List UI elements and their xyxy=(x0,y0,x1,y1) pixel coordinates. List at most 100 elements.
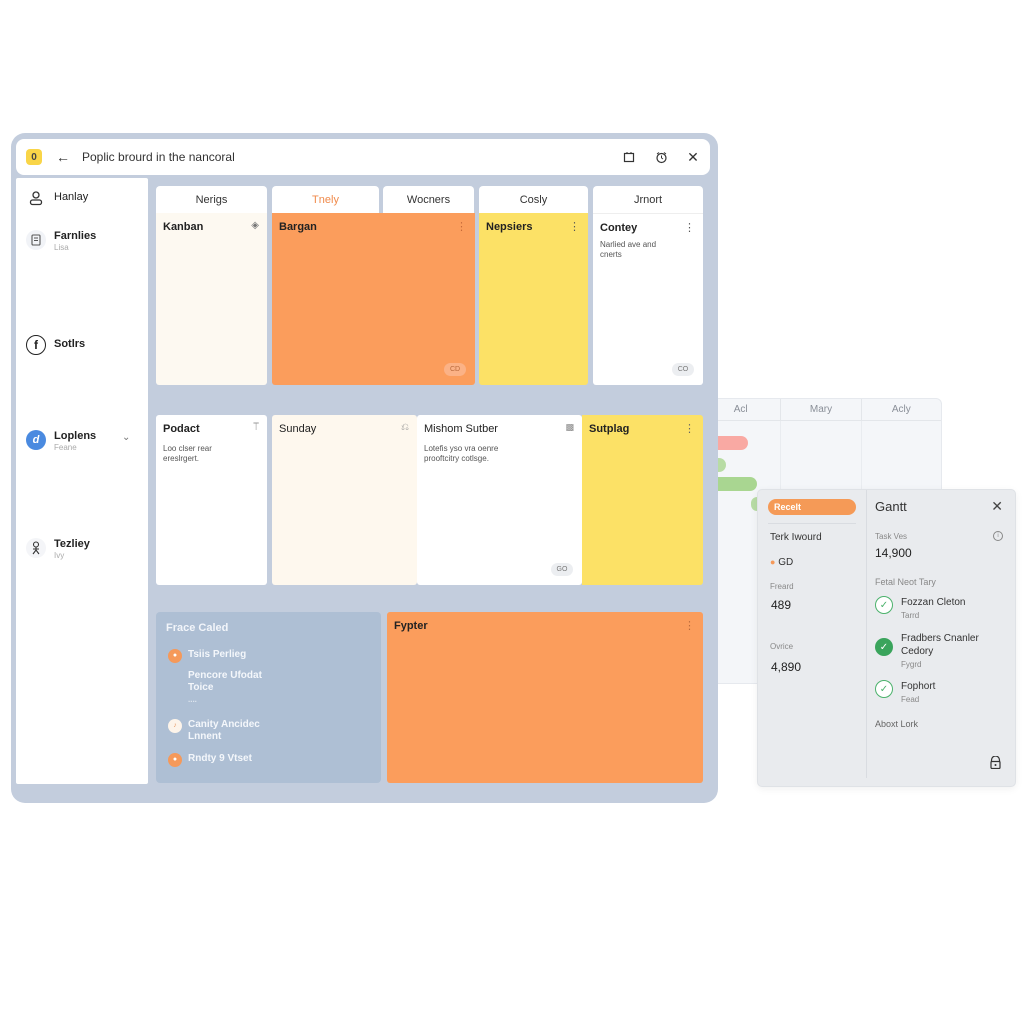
card-title: Nepsiers xyxy=(486,221,533,233)
more-icon[interactable]: ⋮ xyxy=(456,221,467,233)
check-filled-icon[interactable]: ✓ xyxy=(875,638,893,656)
section-title: Fetal Neot Tary xyxy=(875,577,936,587)
kanban-card[interactable]: Sutplag ⋮ xyxy=(582,415,703,585)
about-link[interactable]: Aboxt Lork xyxy=(875,719,919,729)
sidebar-item-sotlrs[interactable]: f Sotlrs xyxy=(26,335,85,355)
card-description: Lotefis yso vra oenre prooftcitry cotlsg… xyxy=(424,444,499,463)
more-icon[interactable]: ⋮ xyxy=(684,620,695,632)
filter-item[interactable]: ● Tsiis Perlieg xyxy=(168,649,246,663)
column-tab-cosly[interactable]: Cosly xyxy=(479,186,588,213)
column-tab-tnely[interactable]: Tnely xyxy=(272,186,379,213)
sidebar-item-hanlay[interactable]: Hanlay xyxy=(26,188,88,208)
kanban-card[interactable]: Bargan ⋮ CD xyxy=(272,213,475,385)
document-icon xyxy=(26,230,46,250)
kanban-card[interactable]: Sunday ⎌ xyxy=(272,415,417,585)
detail-panel: Recelt Gantt ✕ Terk Iwourd ● GD Freard 4… xyxy=(757,489,1016,787)
card-badge: CD xyxy=(444,363,466,376)
filter-card-title: Frace Caled xyxy=(166,622,229,634)
task-sub: Tarrd xyxy=(901,611,920,620)
gantt-month: Mary xyxy=(781,399,862,420)
sidebar-item-sub: Ivy xyxy=(54,551,65,560)
check-icon[interactable]: ✓ xyxy=(875,680,893,698)
arrow-left-icon[interactable]: ← xyxy=(56,149,70,165)
pin-icon[interactable]: ⟙ xyxy=(253,422,259,433)
stat-label: Ovrice xyxy=(770,642,794,651)
chevron-down-icon[interactable]: ⌄ xyxy=(122,432,131,443)
filter-item-label: Canity Ancidec xyxy=(188,719,260,730)
card-description: Narlied ave and cnerts xyxy=(600,240,657,259)
bullet-label: GD xyxy=(778,557,794,568)
stat-label: Freard xyxy=(770,582,794,591)
card-badge: GO xyxy=(551,563,573,576)
app-badge[interactable]: 0 xyxy=(26,149,42,165)
avatar-d-icon: d xyxy=(26,430,46,450)
gantt-header: Acl Mary Acly xyxy=(701,399,941,421)
column-tab-jrnort[interactable]: Jrnort xyxy=(593,186,703,213)
kanban-card[interactable]: Podact Loo clser rear ereslrgert. ⟙ xyxy=(156,415,267,585)
kanban-card[interactable]: Contey Narlied ave and cnerts ⋮ CO xyxy=(593,213,703,385)
more-icon[interactable]: ⋮ xyxy=(684,423,695,435)
filter-item[interactable]: ● Rndty 9 Vtset xyxy=(168,753,252,767)
kanban-card-large[interactable]: Fypter ⋮ xyxy=(387,612,703,783)
more-icon[interactable]: ⋮ xyxy=(569,221,580,233)
chat-icon[interactable]: ▩ xyxy=(565,422,574,432)
task-title: Fozzan Cleton xyxy=(901,597,966,608)
divider xyxy=(866,490,867,778)
sidebar-item-label: Tezliey xyxy=(54,538,90,550)
kanban-card[interactable]: Kanban ◈ xyxy=(156,213,267,385)
sidebar-item-sub: Lisa xyxy=(54,243,69,252)
divider xyxy=(768,523,856,524)
tag-icon[interactable]: ◈ xyxy=(251,220,259,231)
sidebar-item-label: Hanlay xyxy=(54,191,89,203)
task-title: Fradbers Cnanler Cedory xyxy=(901,633,979,657)
user-icon xyxy=(26,188,46,208)
kanban-card[interactable]: Nepsiers ⋮ xyxy=(479,213,588,385)
task-label: Task Ves xyxy=(875,532,908,541)
kanban-card[interactable]: Mishom Sutber Lotefis yso vra oenre proo… xyxy=(417,415,582,585)
music-icon: ♪ xyxy=(168,719,182,733)
sidebar-item-label: Sotlrs xyxy=(54,338,86,350)
sidebar-item-farnlies[interactable]: Farnlies Lisa xyxy=(26,230,96,253)
card-title: Mishom Sutber xyxy=(424,423,498,435)
gantt-month: Acl xyxy=(701,399,782,420)
lock-icon[interactable] xyxy=(990,755,1001,774)
close-icon[interactable]: ✕ xyxy=(687,148,699,165)
more-icon[interactable]: ⋮ xyxy=(684,222,695,234)
card-title: Sutplag xyxy=(589,423,630,435)
facebook-icon: f xyxy=(26,335,46,355)
sidebar-item-tezliey[interactable]: Tezliey Ivy xyxy=(26,538,90,561)
column-tab-nerigs[interactable]: Nerigs xyxy=(156,186,267,213)
status-badge: Recelt xyxy=(768,499,856,515)
card-title: Kanban xyxy=(163,221,204,233)
sidebar-item-label: Loplens xyxy=(54,430,97,442)
filter-item-sub: Lnnent xyxy=(188,731,222,742)
person-icon xyxy=(26,538,46,558)
task-sub: Fygrd xyxy=(901,660,922,669)
stat-value: 4,890 xyxy=(771,660,802,674)
close-icon[interactable]: ✕ xyxy=(991,498,1003,514)
left-heading: Terk Iwourd xyxy=(770,532,822,543)
bullet-item: ● GD xyxy=(770,557,794,568)
bell-icon[interactable]: ⎌ xyxy=(401,422,409,433)
column-tab-wocners[interactable]: Wocners xyxy=(383,186,474,213)
task-sub: Fead xyxy=(901,695,920,704)
card-title: Podact xyxy=(163,423,200,435)
check-icon[interactable]: ✓ xyxy=(875,596,893,614)
card-badge: CO xyxy=(672,363,694,376)
filter-item[interactable]: ♪ Canity Ancidec Lnnent xyxy=(168,719,260,743)
record-icon: ● xyxy=(168,649,182,663)
window-icon[interactable] xyxy=(622,150,636,164)
task-value: 14,900 xyxy=(875,546,912,560)
filter-item[interactable]: Pencore Ufodat Toice .... xyxy=(188,670,278,706)
card-description: Loo clser rear ereslrgert. xyxy=(163,444,212,463)
title-bar: 0 ← Poplic brourd in the nancoral ✕ xyxy=(16,139,710,175)
timer-icon[interactable] xyxy=(654,150,668,164)
panel-title: Gantt xyxy=(875,499,907,514)
task-title: Fophort xyxy=(901,681,936,692)
sidebar-item-loplens[interactable]: d Loplens Feane ⌄ xyxy=(26,430,130,453)
info-icon[interactable]: i xyxy=(993,531,1003,541)
filter-item-label: Rndty 9 Vtset xyxy=(188,753,252,764)
gantt-month: Acly xyxy=(891,404,911,415)
window-title: Poplic brourd in the nancoral xyxy=(82,150,235,164)
card-title: Fypter xyxy=(394,620,428,632)
